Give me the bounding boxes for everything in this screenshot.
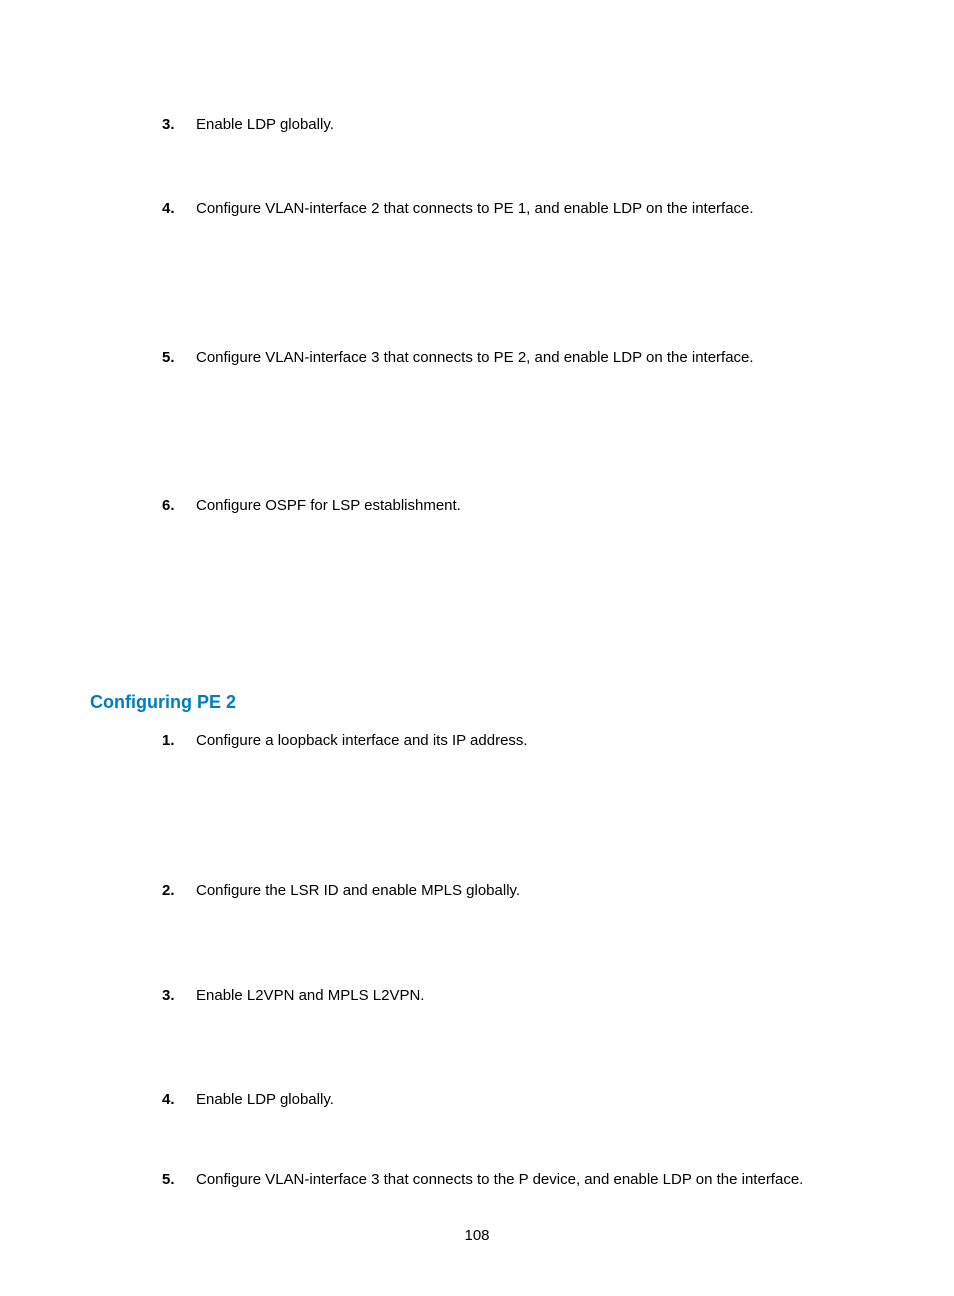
item-text: Enable LDP globally. bbox=[196, 1090, 864, 1110]
item-number: 6. bbox=[162, 496, 196, 516]
list-item: 3. Enable LDP globally. bbox=[162, 115, 864, 135]
item-text: Enable LDP globally. bbox=[196, 115, 864, 135]
item-number: 5. bbox=[162, 1170, 196, 1190]
list-item: 5. Configure VLAN-interface 3 that conne… bbox=[162, 1170, 864, 1190]
item-number: 3. bbox=[162, 115, 196, 135]
item-number: 3. bbox=[162, 986, 196, 1006]
list-item: 5. Configure VLAN-interface 3 that conne… bbox=[162, 348, 864, 368]
item-number: 1. bbox=[162, 731, 196, 751]
item-number: 4. bbox=[162, 199, 196, 219]
section-b-list: 1. Configure a loopback interface and it… bbox=[162, 731, 864, 1190]
section-heading: Configuring PE 2 bbox=[90, 692, 864, 713]
page: 3. Enable LDP globally. 4. Configure VLA… bbox=[0, 0, 954, 1296]
list-item: 4. Configure VLAN-interface 2 that conne… bbox=[162, 199, 864, 219]
item-text: Enable L2VPN and MPLS L2VPN. bbox=[196, 986, 864, 1006]
item-text: Configure the LSR ID and enable MPLS glo… bbox=[196, 881, 864, 901]
item-number: 4. bbox=[162, 1090, 196, 1110]
list-item: 6. Configure OSPF for LSP establishment. bbox=[162, 496, 864, 516]
list-item: 4. Enable LDP globally. bbox=[162, 1090, 864, 1110]
item-text: Configure VLAN-interface 3 that connects… bbox=[196, 348, 864, 368]
item-text: Configure OSPF for LSP establishment. bbox=[196, 496, 864, 516]
item-number: 2. bbox=[162, 881, 196, 901]
section-a-list: 3. Enable LDP globally. 4. Configure VLA… bbox=[162, 115, 864, 516]
item-number: 5. bbox=[162, 348, 196, 368]
item-text: Configure VLAN-interface 2 that connects… bbox=[196, 199, 864, 219]
page-number: 108 bbox=[0, 1227, 954, 1244]
list-item: 1. Configure a loopback interface and it… bbox=[162, 731, 864, 751]
list-item: 2. Configure the LSR ID and enable MPLS … bbox=[162, 881, 864, 901]
item-text: Configure VLAN-interface 3 that connects… bbox=[196, 1170, 864, 1190]
item-text: Configure a loopback interface and its I… bbox=[196, 731, 864, 751]
list-item: 3. Enable L2VPN and MPLS L2VPN. bbox=[162, 986, 864, 1006]
